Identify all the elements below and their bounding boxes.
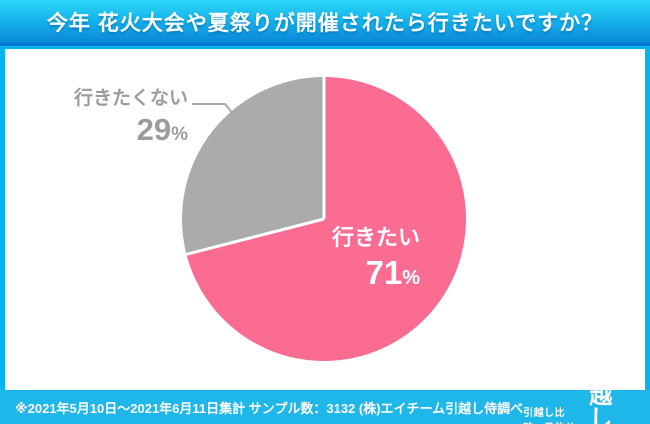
chart-area: 行きたくない 29% 行きたい 71% [5,49,645,390]
slice-percent-number: 71 [365,254,403,292]
slice-name: 行きたくない [73,88,188,109]
header-bar: 今年 花火大会や夏祭りが開催されたら行きたいですか？ [0,0,650,46]
slice-name: 行きたい [331,225,420,250]
survey-note: ※2021年5月10日～2021年6月11日集計 サンプル数：3132 (株)エ… [15,400,524,416]
pie-slice-0 [186,77,467,361]
brand-logo-text: 引越し侍 [589,359,614,424]
slice-label-dont-want-to-go: 行きたくない 29% [74,88,188,145]
pie-chart-svg [182,77,467,361]
slice-value: 71% [332,256,420,289]
brand-tagline: 引越し比較・予約サイト [523,408,575,424]
percent-sign: % [402,267,420,290]
slice-label-want-to-go: 行きたい 71% [332,225,420,289]
footer-bar: ※2021年5月10日～2021年6月11日集計 サンプル数：3132 (株)エ… [0,361,650,424]
pie-slice-1 [182,77,324,255]
slice-value: 29% [74,114,188,145]
brand-block: 引越し比較・予約サイト 引越し侍 [523,361,637,424]
slice-percent-number: 29 [136,111,172,147]
slice-divider-line [186,217,325,256]
pie-slices-group [182,77,467,361]
percent-sign: % [171,123,188,145]
label-leader-line [192,103,235,116]
page-title: 今年 花火大会や夏祭りが開催されたら行きたいですか？ [46,11,604,35]
